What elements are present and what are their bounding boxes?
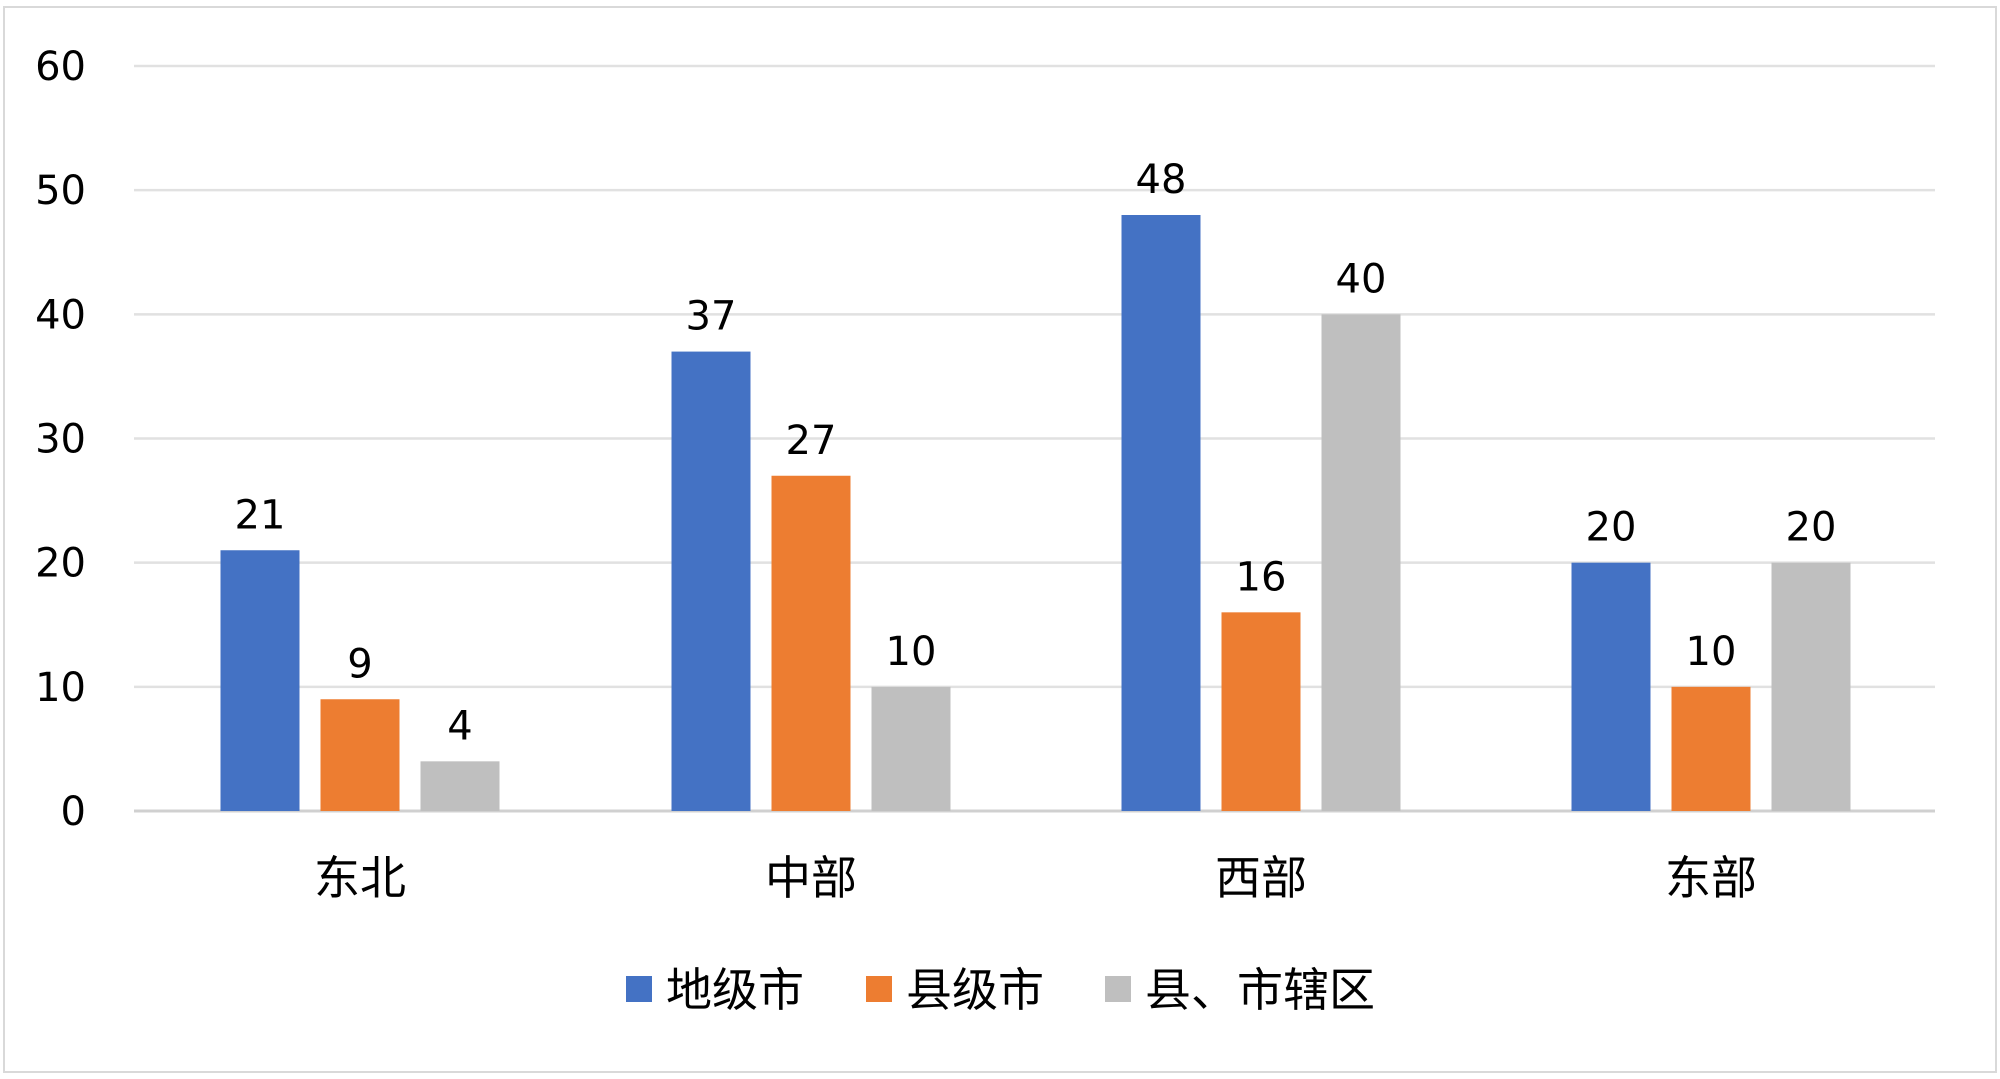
data-label: 48 [1136,157,1187,203]
data-label: 16 [1236,554,1287,600]
bar [871,686,951,811]
bar [320,699,400,811]
y-tick-label: 0 [61,789,86,835]
legend-swatch [626,976,652,1002]
data-label: 27 [786,418,837,464]
x-category-label: 东北 [314,851,406,905]
legend-swatch [866,976,892,1002]
x-category-label: 东部 [1665,851,1757,905]
bar [771,475,851,811]
bar [420,761,500,811]
data-labels: 21 9 4 37 27 10 48 16 40 20 10 20 [235,157,1837,749]
data-label: 20 [1786,505,1837,551]
bar [220,550,300,811]
bar [1771,562,1851,811]
data-label: 4 [447,703,472,749]
y-tick-label: 30 [35,417,86,463]
bar [1221,612,1301,811]
bar [1321,314,1401,811]
data-label: 21 [235,492,286,538]
legend-label: 县、市辖区 [1145,963,1375,1017]
bar [1671,686,1751,811]
data-label: 10 [1686,629,1737,675]
y-tick-label: 10 [35,665,86,711]
y-tick-label: 20 [35,541,86,587]
data-label: 10 [886,629,937,675]
y-tick-label: 40 [35,292,86,338]
y-axis-tick-labels: 0 10 20 30 40 50 60 [35,44,86,835]
bar [671,351,751,811]
legend-swatch [1105,976,1131,1002]
chart-frame [3,6,1997,1073]
y-tick-label: 50 [35,168,86,214]
x-category-label: 中部 [765,851,857,905]
x-axis-category-labels: 东北 中部 西部 东部 [314,851,1757,905]
legend: 地级市 县级市 县、市辖区 [626,963,1375,1017]
bar [1121,215,1201,811]
legend-label: 县级市 [906,963,1044,1017]
y-tick-label: 60 [35,44,86,90]
bars [220,215,1851,811]
data-label: 20 [1586,505,1637,551]
legend-label: 地级市 [666,963,804,1017]
data-label: 40 [1336,256,1387,302]
gridlines [134,64,1935,813]
bar [1571,562,1651,811]
x-category-label: 西部 [1215,851,1307,905]
data-label: 9 [347,641,372,687]
data-label: 37 [686,294,737,340]
